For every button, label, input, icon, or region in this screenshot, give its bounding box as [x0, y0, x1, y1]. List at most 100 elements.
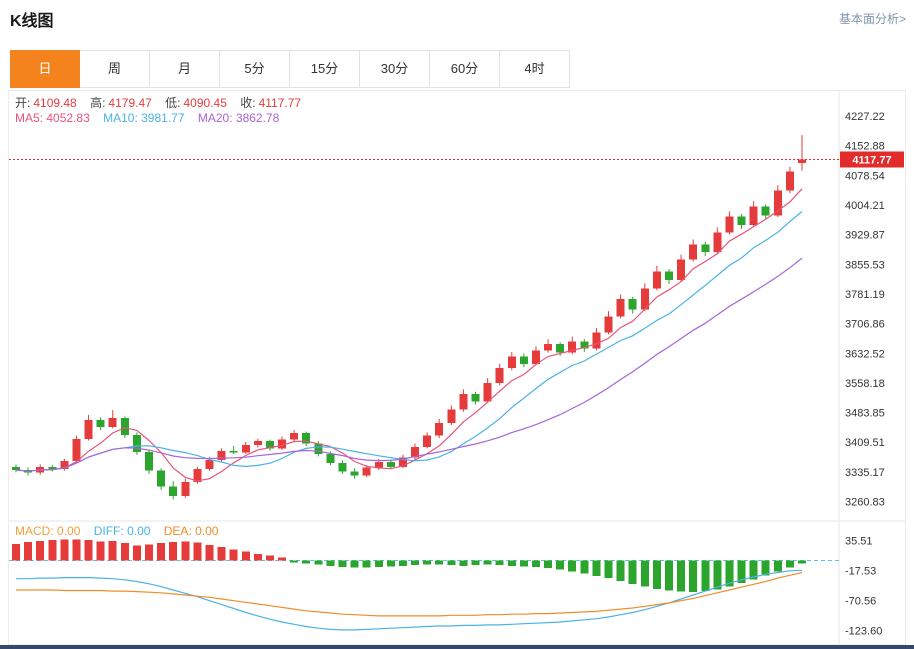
tab-week[interactable]: 周	[80, 50, 150, 88]
price-badge-text: 4117.77	[852, 155, 891, 167]
macd-histogram-bar	[326, 560, 335, 566]
close-value: 4117.77	[258, 96, 302, 110]
candle-body	[181, 481, 190, 496]
candle-body	[229, 450, 238, 453]
candle-body	[507, 356, 516, 369]
macd-histogram-bar	[761, 560, 770, 576]
macd-histogram-bar	[169, 542, 178, 561]
tab-5min[interactable]: 5分	[220, 50, 290, 88]
price-badge	[840, 151, 904, 168]
chart-region[interactable]: 4227.22 4152.88 4078.54 4004.21 3929.87 3855.…	[8, 90, 906, 645]
y-axis-label: 3260.83	[845, 497, 885, 509]
macd-histogram-bar	[12, 543, 20, 561]
tab-4hour[interactable]: 4时	[500, 50, 570, 88]
macd-histogram-bar	[604, 560, 613, 579]
candle-body	[701, 244, 710, 253]
open-label: 开:	[15, 96, 31, 110]
diff-group: DIFF: 0.00	[94, 524, 151, 538]
macd-histogram-bar	[362, 560, 371, 568]
ma10-line	[15, 211, 803, 472]
macd-histogram-bar	[689, 560, 698, 593]
close-group: 收: 4117.77	[240, 96, 301, 110]
candle-body	[314, 443, 323, 454]
macd-histogram-bar	[435, 560, 444, 565]
macd-y-axis-label: 35.51	[845, 536, 873, 548]
y-axis-label: 4078.54	[845, 170, 885, 182]
candle-body	[713, 232, 722, 253]
macd-histogram-bar	[386, 560, 395, 567]
macd-histogram-bar	[229, 549, 238, 561]
candle-body	[84, 420, 93, 439]
macd-histogram-bar	[616, 560, 625, 581]
candle-body	[640, 288, 649, 310]
candle-body	[398, 457, 407, 467]
candlestick-chart-canvas[interactable]: 4227.22 4152.88 4078.54 4004.21 3929.87 3855.…	[9, 91, 905, 644]
candle-body	[664, 271, 673, 281]
macd-histogram-bar	[471, 560, 480, 566]
tab-30min[interactable]: 30分	[360, 50, 430, 88]
high-group: 高: 4179.47	[90, 96, 152, 110]
page-title: K线图	[10, 13, 54, 30]
macd-histogram-bar	[338, 560, 347, 567]
candle-body	[785, 171, 794, 191]
candle-body	[302, 433, 311, 444]
y-axis-label: 3781.19	[845, 289, 885, 301]
y-axis-label: 4227.22	[845, 111, 885, 123]
diff-label: DIFF:	[93, 524, 124, 538]
macd-histogram-bar	[640, 560, 649, 587]
macd-y-axis-label: -123.60	[845, 625, 882, 637]
macd-value: 0.00	[57, 524, 81, 538]
candle-body	[519, 356, 528, 364]
dea-value: 0.00	[195, 524, 219, 538]
fundamental-analysis-link[interactable]: 基本面分析>	[838, 12, 906, 26]
macd-info-bar: MACD: 0.00 DIFF: 0.00 DEA: 0.00	[15, 524, 228, 538]
tab-15min[interactable]: 15分	[290, 50, 360, 88]
candle-body	[592, 332, 601, 349]
tab-day[interactable]: 日	[10, 50, 80, 88]
open-group: 开: 4109.48	[15, 96, 77, 110]
candle-body	[761, 206, 770, 216]
candle-body	[447, 409, 456, 423]
macd-histogram-bar	[398, 560, 407, 566]
macd-histogram-bar	[483, 560, 492, 565]
candle-body	[749, 206, 758, 226]
macd-y-axis-label: -17.53	[845, 566, 876, 578]
candle-body	[193, 469, 202, 482]
candle-body	[205, 459, 214, 470]
macd-histogram-bar	[193, 542, 202, 561]
macd-histogram-bar	[108, 540, 117, 561]
bottom-divider-bar	[0, 645, 914, 649]
macd-histogram-bar	[725, 560, 734, 587]
candle-body	[362, 467, 371, 476]
ma10-label: MA10:	[103, 111, 138, 125]
y-axis-label: 4004.21	[845, 200, 885, 212]
candle-body	[544, 343, 553, 351]
candle-body	[217, 450, 226, 460]
candle-body	[96, 420, 105, 427]
tab-60min[interactable]: 60分	[430, 50, 500, 88]
tab-month[interactable]: 月	[150, 50, 220, 88]
ma20-label: MA20:	[197, 111, 233, 125]
candle-body	[677, 259, 686, 281]
ohlc-info-bar: 开: 4109.48 高: 4179.47 低: 4090.45 收: 4117.77	[15, 94, 311, 111]
candle-body	[265, 441, 274, 449]
ma20-line	[15, 257, 803, 472]
y-axis-label: 3632.52	[845, 348, 885, 360]
candle-body	[132, 434, 141, 452]
macd-histogram-bar	[145, 544, 154, 561]
macd-histogram-bar	[278, 557, 287, 561]
ma-info-bar: MA5: 4052.83 MA10: 3981.77 MA20: 3862.78	[15, 111, 289, 125]
macd-histogram-bar	[459, 560, 468, 566]
macd-histogram-bar	[350, 560, 359, 568]
candle-body	[374, 461, 383, 468]
macd-histogram-bar	[580, 560, 589, 574]
candle-body	[568, 341, 577, 353]
macd-histogram-bar	[749, 560, 758, 580]
candle-body	[773, 190, 782, 216]
candle-body	[689, 244, 698, 260]
macd-histogram-bar	[181, 541, 190, 561]
y-axis-label: 3706.86	[845, 319, 885, 331]
macd-histogram-bar	[531, 560, 540, 567]
ma5-line	[15, 188, 803, 482]
